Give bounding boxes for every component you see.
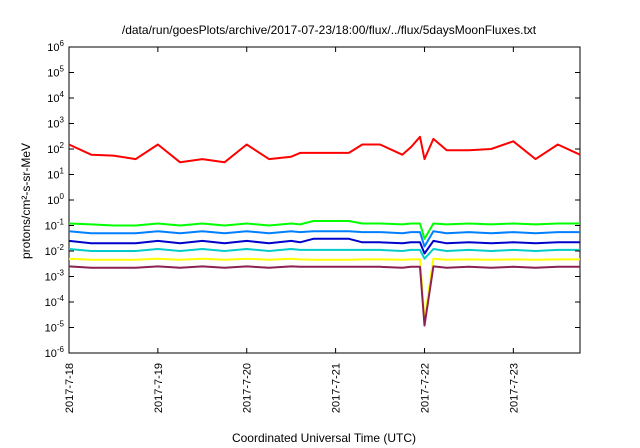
series-line-3 [68, 230, 580, 248]
x-axis-label: Coordinated Universal Time (UTC) [232, 431, 416, 445]
plot-frame [68, 46, 581, 354]
series-line-2 [68, 220, 580, 240]
y-tick-label: 10-6 [45, 345, 65, 360]
y-tick-label: 101 [47, 167, 64, 182]
y-tick-label: 106 [47, 39, 64, 54]
y-tick-mantissa: 10 [47, 93, 59, 105]
y-tick-exponent: 3 [60, 116, 65, 125]
series-line-5 [68, 248, 580, 260]
y-tick-exponent: -4 [57, 294, 65, 303]
y-tick-mantissa: 10 [47, 195, 59, 207]
y-tick-exponent: 0 [60, 192, 65, 201]
x-axis: 2017-7-18 2017-7-19 2017-7-20 2017-7-21 2017… [64, 47, 520, 413]
y-tick-label: 103 [47, 116, 64, 131]
y-tick-exponent: -5 [57, 320, 65, 329]
y-tick-exponent: 1 [60, 167, 65, 176]
y-tick-exponent: -1 [57, 218, 65, 227]
y-tick-mantissa: 10 [47, 42, 59, 54]
x-tick-label: 2017-7-21 [331, 363, 343, 413]
y-tick-label: 104 [47, 90, 64, 105]
x-tick-label: 2017-7-18 [64, 363, 76, 413]
y-tick-exponent: -6 [57, 345, 65, 354]
y-tick-label: 10-1 [45, 218, 65, 233]
y-tick-label: 10-2 [45, 243, 65, 258]
y-tick-mantissa: 10 [45, 323, 57, 335]
y-tick-exponent: 4 [60, 90, 65, 99]
y-tick-label: 10-4 [45, 294, 65, 309]
y-axis-label: protons/cm²-s-sr-MeV [19, 143, 33, 259]
series-line-4 [68, 237, 580, 255]
y-axis: 10-610-510-410-310-210-11001011021031041… [45, 39, 580, 360]
y-tick-exponent: -3 [57, 269, 65, 278]
y-tick-mantissa: 10 [45, 297, 57, 309]
y-tick-mantissa: 10 [47, 170, 59, 182]
x-tick-label: 2017-7-19 [153, 363, 165, 413]
x-tick-label: 2017-7-23 [508, 363, 520, 413]
chart-title: /data/run/goesPlots/archive/2017-07-23/1… [122, 23, 537, 37]
x-tick-label: 2017-7-22 [419, 363, 431, 413]
series-line-6 [68, 257, 580, 321]
series-line-1 [68, 135, 581, 164]
y-tick-exponent: -2 [57, 243, 65, 252]
y-tick-mantissa: 10 [47, 144, 59, 156]
y-tick-label: 102 [47, 141, 64, 156]
y-tick-mantissa: 10 [45, 221, 57, 233]
y-tick-mantissa: 10 [47, 68, 59, 80]
y-tick-exponent: 2 [60, 141, 65, 150]
y-tick-mantissa: 10 [45, 348, 57, 360]
y-tick-label: 105 [47, 65, 64, 80]
y-tick-mantissa: 10 [47, 119, 59, 131]
y-tick-exponent: 6 [60, 39, 65, 48]
x-tick-label: 2017-7-20 [242, 363, 254, 413]
series-line-7 [68, 265, 580, 327]
y-tick-label: 10-3 [45, 269, 65, 284]
y-tick-label: 100 [47, 192, 64, 207]
y-tick-mantissa: 10 [45, 272, 57, 284]
y-tick-mantissa: 10 [45, 246, 57, 258]
plot-area: 10-610-510-410-310-210-11001011021031041… [45, 39, 581, 413]
series-layer [68, 135, 581, 327]
y-tick-label: 10-5 [45, 320, 65, 335]
y-tick-exponent: 5 [60, 65, 65, 74]
